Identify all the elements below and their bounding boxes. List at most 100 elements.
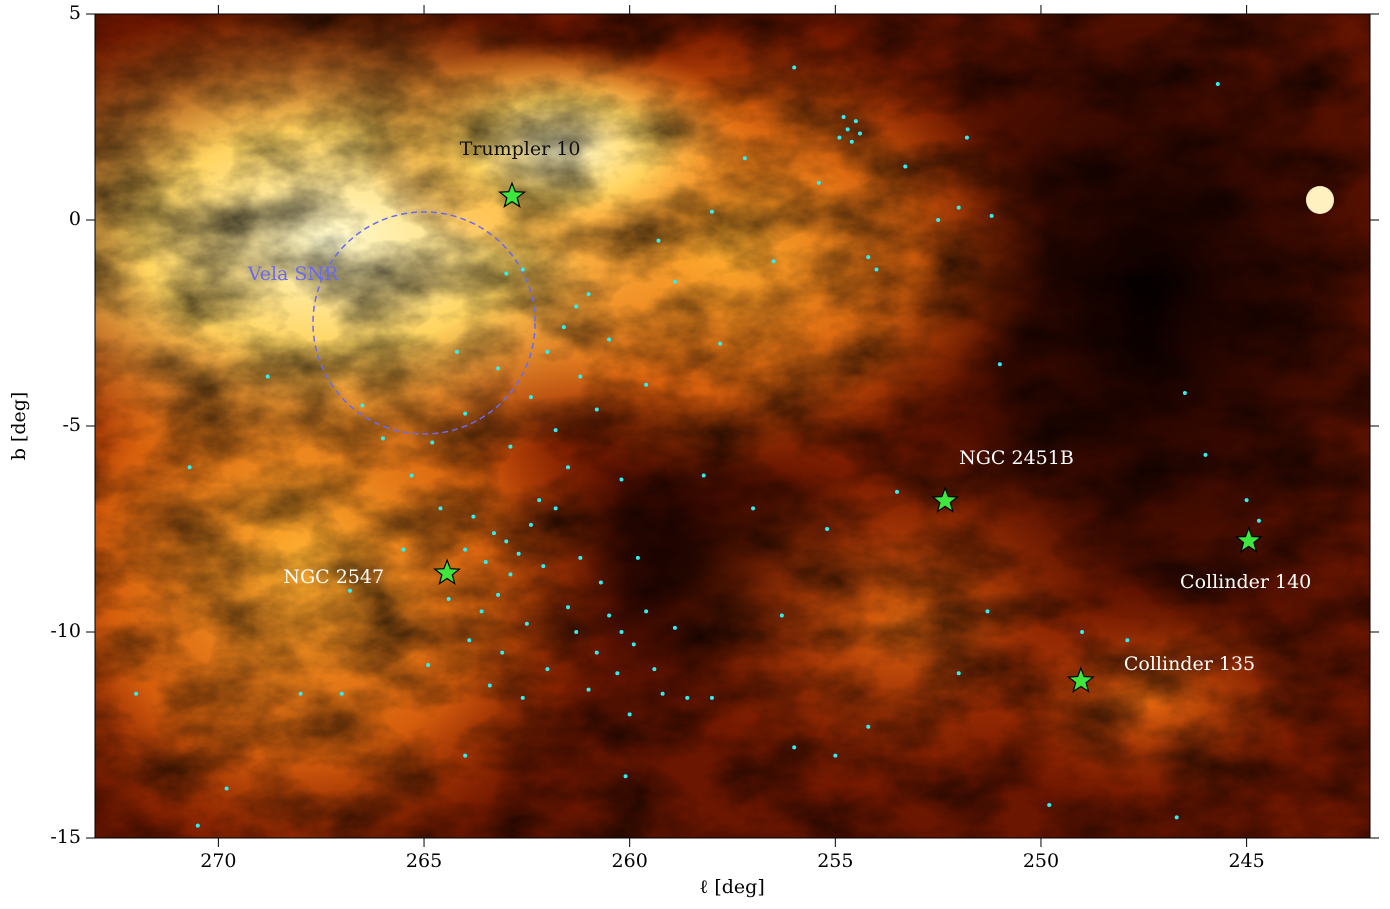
source-point — [845, 127, 850, 132]
source-point — [623, 774, 628, 779]
source-point — [837, 135, 842, 140]
source-point — [627, 712, 632, 717]
source-point — [1244, 498, 1249, 503]
source-point — [936, 218, 941, 222]
cluster-label: NGC 2451B — [959, 447, 1074, 469]
source-point — [652, 667, 657, 672]
source-point — [825, 527, 830, 531]
source-point — [446, 597, 451, 602]
source-point — [187, 465, 192, 470]
source-point — [989, 213, 994, 218]
source-point — [709, 209, 714, 214]
source-point — [964, 135, 969, 140]
source-point — [401, 547, 406, 552]
source-point — [134, 691, 139, 696]
source-point — [1047, 803, 1052, 808]
source-point — [463, 411, 468, 416]
source-point — [619, 477, 624, 482]
dust-map — [95, 14, 1370, 838]
source-point — [520, 267, 525, 272]
source-point — [1256, 518, 1261, 523]
source-point — [578, 374, 583, 379]
cluster-star — [1234, 526, 1263, 553]
source-point — [380, 436, 385, 441]
source-point — [298, 691, 303, 696]
source-point — [656, 238, 661, 243]
source-point — [660, 691, 665, 696]
cluster-label: Collinder 140 — [1180, 571, 1311, 593]
vela-snr-circle — [312, 211, 536, 435]
source-point — [545, 667, 550, 672]
source-point — [553, 506, 558, 511]
source-point — [1174, 815, 1179, 820]
source-point — [500, 650, 505, 655]
source-point — [594, 650, 599, 655]
source-point — [479, 609, 484, 614]
source-point — [607, 337, 612, 342]
cluster-star — [433, 558, 462, 585]
y-tick-label: 0 — [69, 208, 81, 230]
y-tick-label: 5 — [69, 2, 81, 24]
source-point — [607, 613, 612, 618]
source-point — [1182, 391, 1187, 396]
source-point — [718, 341, 723, 346]
source-point — [841, 115, 846, 119]
source-point — [463, 753, 468, 758]
source-point — [565, 605, 570, 610]
x-tick-label: 245 — [1228, 850, 1264, 872]
source-point — [508, 572, 513, 577]
source-point — [742, 156, 747, 161]
source-point — [565, 465, 570, 470]
source-point — [471, 514, 476, 519]
source-point — [224, 786, 229, 791]
source-point — [1203, 452, 1208, 457]
source-point — [483, 559, 488, 564]
source-point — [195, 823, 200, 828]
x-axis-label: ℓ [deg] — [699, 876, 765, 898]
source-point — [771, 259, 776, 264]
source-point — [487, 683, 492, 688]
source-point — [1215, 82, 1220, 87]
source-point — [528, 522, 533, 527]
source-point — [524, 621, 529, 626]
source-point — [792, 745, 797, 750]
source-point — [751, 506, 756, 511]
source-point — [553, 428, 558, 433]
source-point — [849, 139, 854, 144]
source-point — [496, 592, 501, 597]
source-point — [615, 671, 620, 676]
source-point — [438, 506, 443, 511]
source-point — [709, 695, 714, 700]
source-point — [541, 564, 546, 569]
source-point — [537, 498, 542, 503]
source-point — [491, 531, 496, 536]
cluster-label: Trumpler 10 — [460, 138, 581, 160]
source-point — [430, 440, 435, 445]
source-point — [463, 547, 468, 552]
cluster-star — [1066, 666, 1095, 693]
source-point — [467, 638, 472, 643]
source-point — [339, 691, 344, 696]
source-point — [685, 695, 690, 700]
source-point — [586, 687, 591, 692]
source-point — [598, 580, 603, 585]
source-point — [426, 662, 431, 667]
source-point — [866, 724, 871, 729]
source-point — [619, 630, 624, 634]
source-point — [508, 444, 513, 449]
source-point — [635, 555, 640, 560]
source-point — [644, 382, 649, 387]
source-point — [1125, 638, 1130, 643]
source-point — [360, 403, 365, 408]
source-point — [578, 555, 583, 560]
x-tick-label: 250 — [1023, 850, 1059, 872]
source-point — [516, 551, 521, 556]
vela-snr-label: Vela SNR — [247, 263, 339, 285]
source-point — [985, 609, 990, 614]
source-point — [348, 588, 352, 593]
y-tick-label: -5 — [62, 414, 81, 436]
source-point — [895, 489, 900, 494]
source-point — [816, 180, 821, 185]
source-point — [858, 131, 862, 136]
